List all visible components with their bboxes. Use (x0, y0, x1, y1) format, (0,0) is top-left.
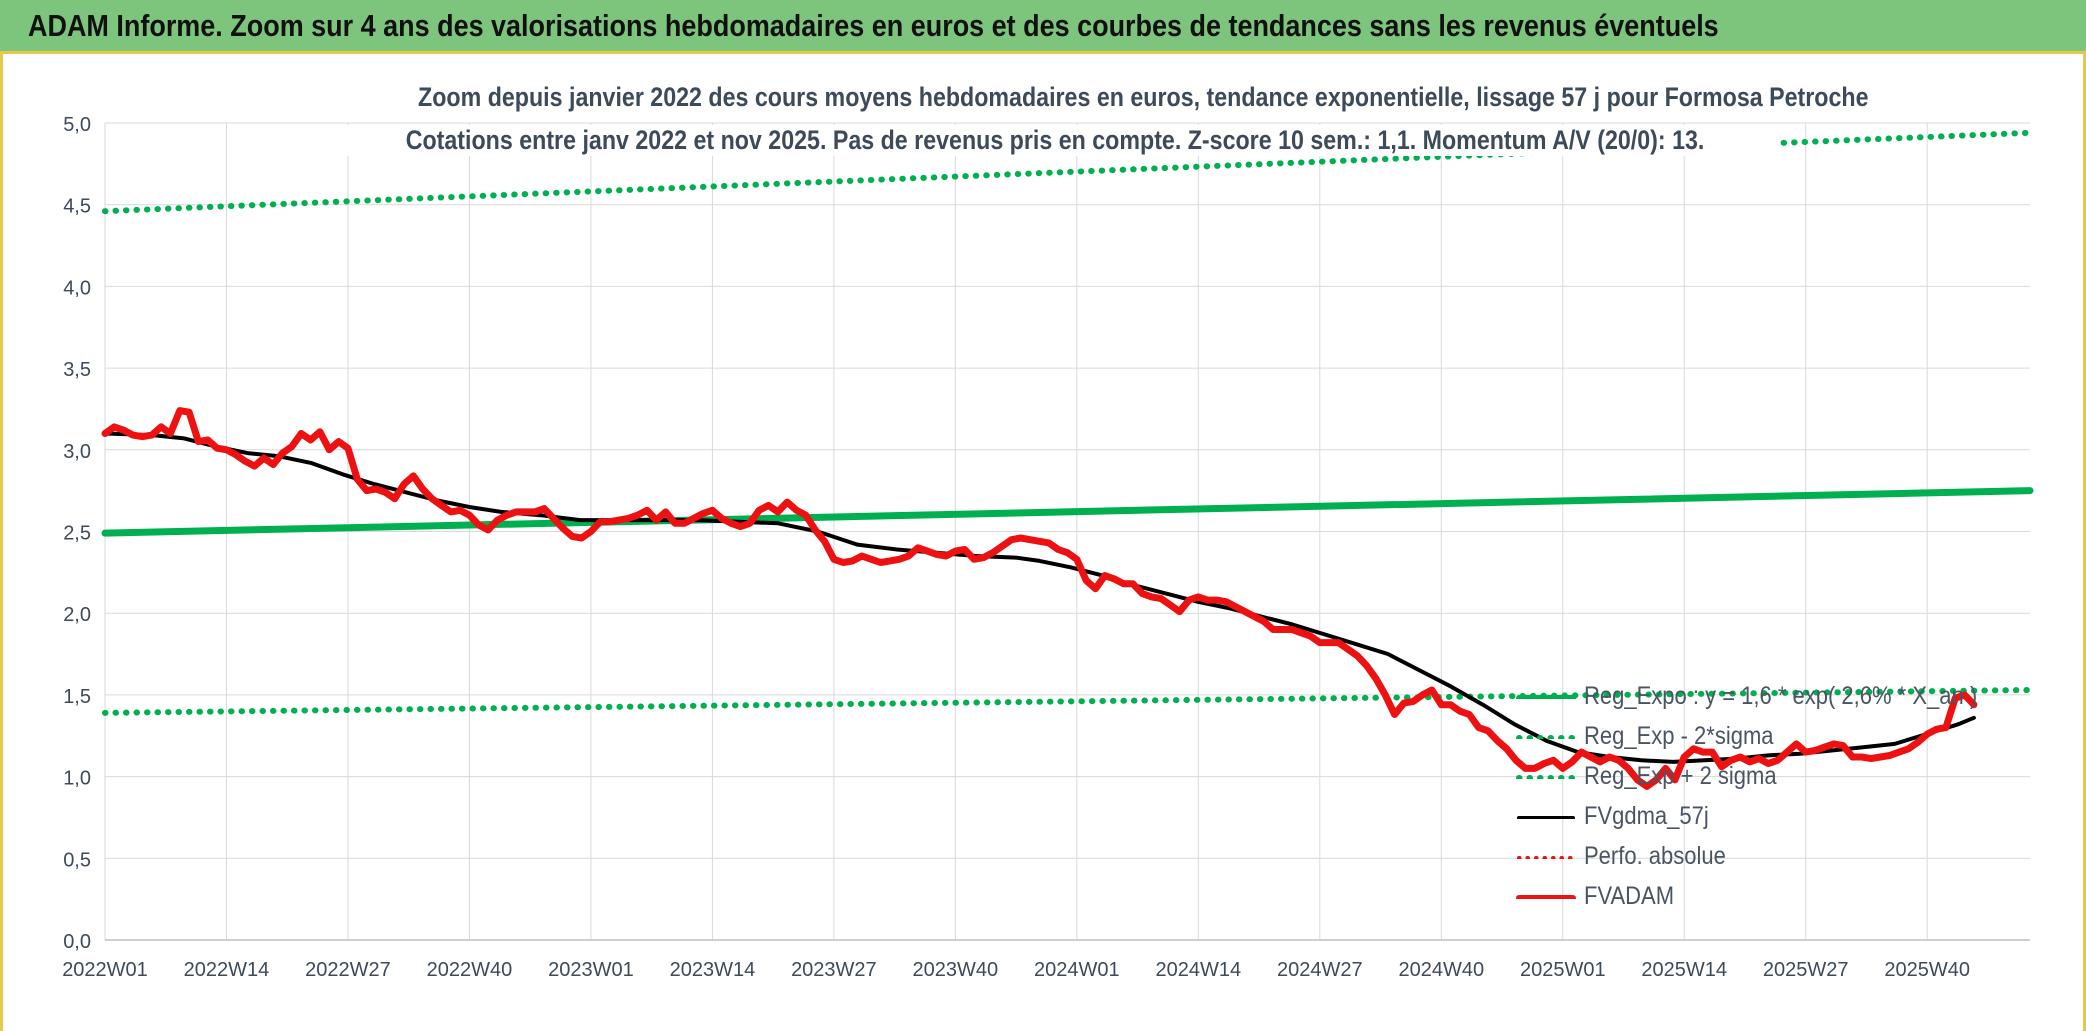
legend-item: FVADAM (1516, 878, 2036, 918)
y-tick-label: 2,5 (63, 523, 91, 545)
x-tick-label: 2025W01 (1520, 959, 1606, 981)
chart-frame (0, 54, 2086, 1031)
legend-item: Reg_Exp + 2 sigma (1516, 758, 2036, 798)
legend-label: Reg_Exp + 2 sigma (1584, 762, 1777, 790)
legend-item: Perfo. absolue (1516, 838, 2036, 878)
chart-title: Zoom depuis janvier 2022 des cours moyen… (300, 82, 1869, 113)
legend-item: Reg_Expo : y = 1,6 * exp( 2,6% * X_an ) (1516, 678, 2036, 718)
x-tick-label: 2024W40 (1398, 959, 1484, 981)
legend-swatch (1516, 735, 1576, 739)
y-tick-label: 1,5 (63, 686, 91, 708)
y-tick-label: 3,0 (63, 441, 91, 463)
legend-label: Perfo. absolue (1584, 842, 1726, 870)
x-tick-label: 2022W14 (184, 959, 270, 981)
y-tick-label: 1,0 (63, 768, 91, 790)
x-tick-label: 2022W01 (62, 959, 148, 981)
x-tick-label: 2022W40 (427, 959, 513, 981)
y-tick-label: 0,5 (63, 849, 91, 871)
x-tick-label: 2024W01 (1034, 959, 1120, 981)
y-tick-label: 3,5 (63, 359, 91, 381)
legend-label: FVgdma_57j (1584, 802, 1709, 830)
x-tick-label: 2023W01 (548, 959, 634, 981)
legend-item: Reg_Exp - 2*sigma (1516, 718, 2036, 758)
series-reg-expo-line (101, 487, 2034, 537)
report-banner: ADAM Informe. Zoom sur 4 ans des valoris… (0, 0, 2086, 54)
legend-swatch (1516, 895, 1576, 899)
y-tick-label: 4,5 (63, 196, 91, 218)
y-tick-label: 4,0 (63, 277, 91, 299)
x-tick-label: 2023W14 (670, 959, 756, 981)
x-tick-label: 2024W14 (1156, 959, 1242, 981)
x-tick-label: 2025W40 (1884, 959, 1970, 981)
x-tick-label: 2025W27 (1763, 959, 1849, 981)
legend-label: Reg_Exp - 2*sigma (1584, 722, 1774, 750)
y-tick-label: 2,0 (63, 604, 91, 626)
legend-swatch (1517, 816, 1575, 819)
x-tick-label: 2025W14 (1641, 959, 1727, 981)
x-tick-label: 2024W27 (1277, 959, 1363, 981)
x-tick-label: 2023W27 (791, 959, 877, 981)
x-tick-label: 2023W40 (913, 959, 999, 981)
legend-item: FVgdma_57j (1516, 798, 2036, 838)
legend-label: Reg_Expo : y = 1,6 * exp( 2,6% * X_an ) (1584, 682, 1978, 710)
legend-swatch (1517, 856, 1575, 859)
chart-legend: Reg_Expo : y = 1,6 * exp( 2,6% * X_an ) R… (1516, 678, 2036, 918)
series-reg-minus-2sigma-line (102, 687, 2033, 716)
series-fvadam-line (101, 407, 1978, 790)
chart-subtitle: Cotations entre janv 2022 et nov 2025. P… (300, 125, 1780, 156)
legend-swatch (1516, 695, 1576, 699)
y-tick-label: 0,0 (63, 931, 91, 953)
x-tick-label: 2022W27 (305, 959, 391, 981)
legend-swatch (1516, 775, 1576, 779)
y-tick-label: 5,0 (63, 114, 91, 136)
report-title: ADAM Informe. Zoom sur 4 ans des valoris… (28, 8, 1719, 43)
legend-label: FVADAM (1584, 882, 1675, 910)
